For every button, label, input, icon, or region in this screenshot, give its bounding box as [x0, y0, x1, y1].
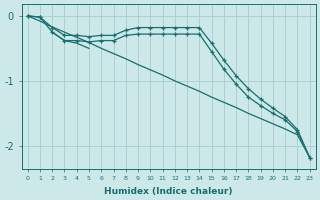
X-axis label: Humidex (Indice chaleur): Humidex (Indice chaleur) [104, 187, 233, 196]
